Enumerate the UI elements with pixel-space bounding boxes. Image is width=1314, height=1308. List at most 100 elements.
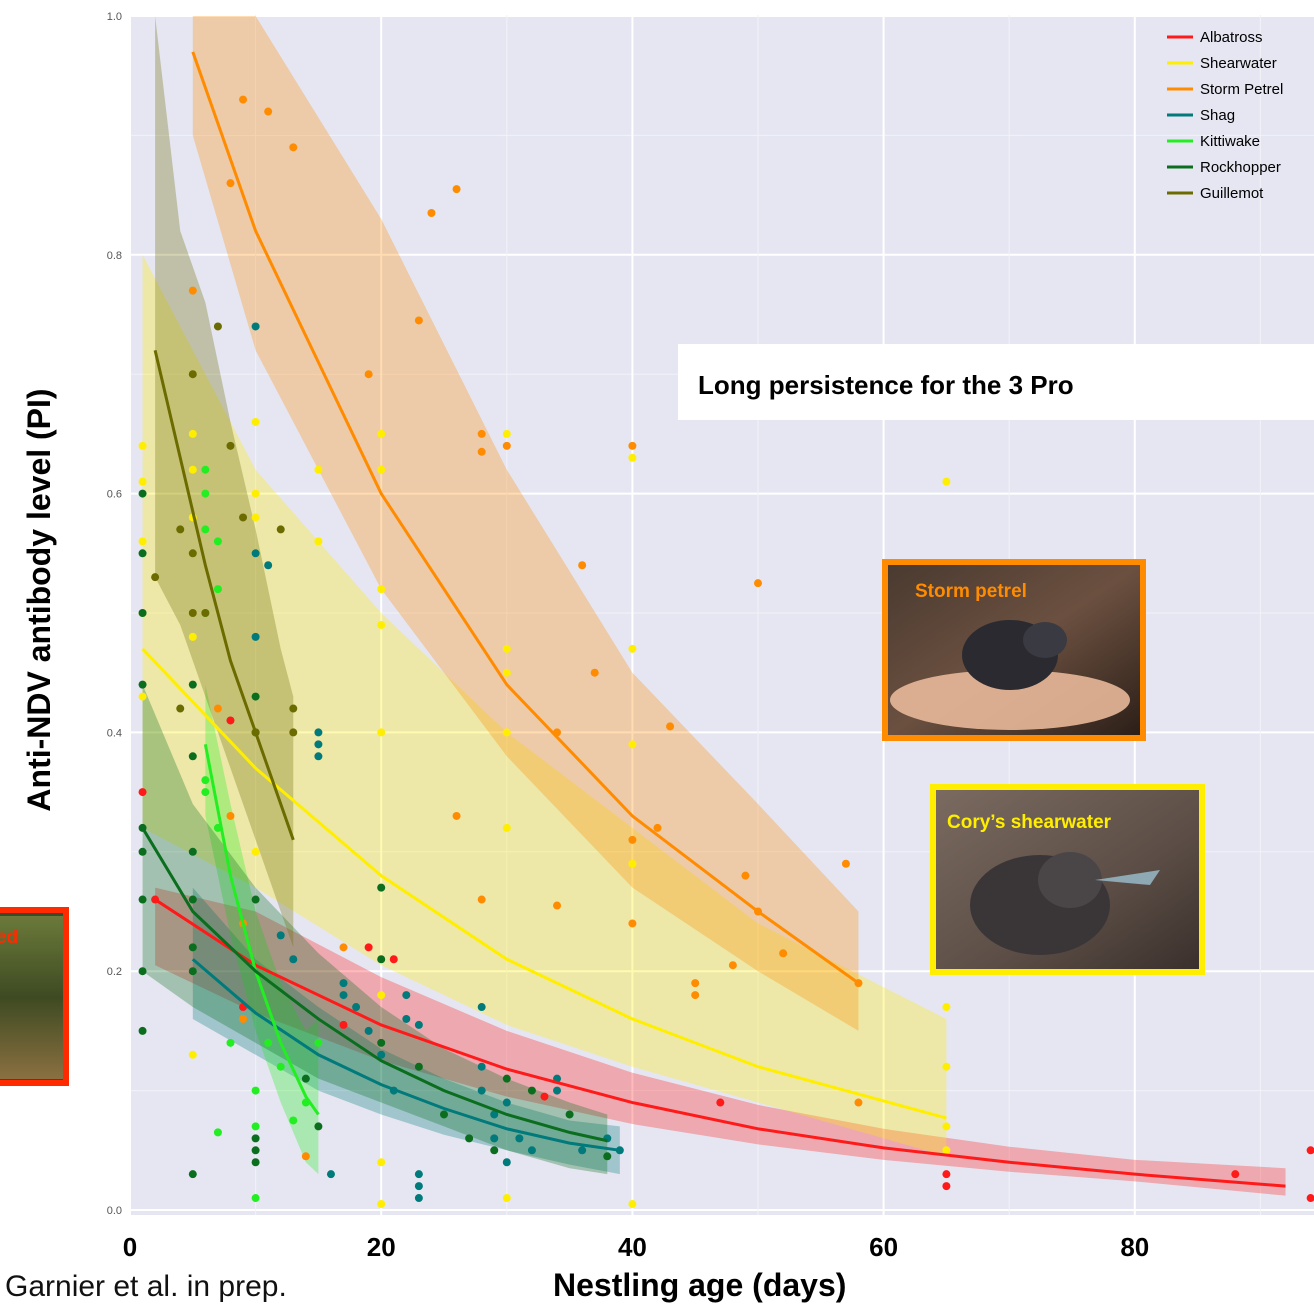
y-tick-label-5: 1.0: [107, 11, 122, 23]
point-rockhopper-15: [188, 1170, 197, 1179]
point-rockhopper-33: [314, 1122, 323, 1131]
point-guillemot-4: [201, 609, 210, 617]
point-storm-petrel-0: [239, 95, 248, 104]
x-tick-label-4: 80: [1120, 1232, 1149, 1262]
point-storm-petrel-32: [188, 286, 197, 295]
y-axis-title: Anti-NDV antibody level (PI): [21, 388, 57, 811]
point-rockhopper-14: [188, 967, 197, 976]
point-rockhopper-29: [502, 1074, 511, 1083]
point-rockhopper-7: [138, 967, 147, 976]
point-rockhopper-23: [377, 955, 386, 964]
point-shag-19: [414, 1194, 423, 1203]
point-storm-petrel-17: [653, 823, 662, 832]
x-tick-labels: 0 20 40 60 80: [123, 1232, 1149, 1262]
point-kittiwake-2: [201, 525, 210, 534]
point-shearwater-28: [502, 728, 511, 737]
legend-label-rockhopper: Rockhopper: [1200, 159, 1281, 176]
point-rockhopper-22: [377, 883, 386, 892]
x-tick-label-1: 20: [367, 1232, 396, 1262]
point-albatross-7: [1231, 1170, 1240, 1179]
point-albatross-14: [339, 1020, 348, 1029]
point-shearwater-14: [251, 847, 260, 856]
point-shearwater-29: [502, 823, 511, 832]
point-albatross-13: [138, 788, 147, 797]
point-storm-petrel-8: [477, 429, 486, 438]
point-shag-11: [364, 1026, 373, 1035]
point-shearwater-32: [628, 644, 637, 653]
point-kittiwake-5: [213, 585, 222, 594]
point-rockhopper-32: [603, 1152, 612, 1161]
point-storm-petrel-9: [477, 447, 486, 456]
point-kittiwake-14: [276, 1062, 285, 1071]
point-albatross-1: [364, 943, 373, 952]
point-shearwater-20: [377, 620, 386, 629]
point-shag-0: [251, 322, 260, 331]
band-shearwater: [142, 254, 947, 1157]
point-shag-27: [515, 1134, 524, 1143]
point-kittiwake-8: [201, 788, 210, 797]
point-shag-26: [502, 1098, 511, 1107]
point-albatross-2: [389, 955, 398, 964]
point-storm-petrel-38: [339, 943, 348, 952]
legend-label-shearwater: Shearwater: [1200, 55, 1277, 72]
point-storm-petrel-10: [502, 441, 511, 450]
point-shearwater-25: [502, 429, 511, 438]
point-shearwater-33: [628, 740, 637, 749]
point-shag-22: [477, 1086, 486, 1095]
point-rockhopper-26: [440, 1110, 448, 1119]
point-guillemot-0: [151, 573, 160, 582]
point-storm-petrel-23: [741, 871, 750, 880]
point-rockhopper-3: [138, 680, 147, 689]
point-rockhopper-13: [188, 943, 197, 952]
point-shag-5: [314, 740, 323, 749]
point-albatross-10: [1306, 1194, 1314, 1203]
point-shag-18: [414, 1182, 423, 1191]
y-tick-label-4: 0.8: [107, 250, 122, 262]
point-shag-15: [402, 991, 411, 1000]
legend-label-storm-petrel: Storm Petrel: [1200, 81, 1283, 98]
point-storm-petrel-29: [691, 991, 700, 1000]
point-shag-3: [264, 561, 273, 570]
point-shag-14: [402, 1014, 411, 1023]
data-points: [138, 95, 1314, 1209]
point-rockhopper-21: [251, 1158, 260, 1167]
point-shag-28: [527, 1146, 536, 1155]
point-shearwater-21: [377, 728, 386, 737]
point-shag-25: [502, 1158, 511, 1167]
y-tick-label-3: 0.6: [107, 489, 122, 501]
point-storm-petrel-31: [628, 835, 637, 844]
point-shearwater-35: [628, 1200, 637, 1209]
point-kittiwake-7: [201, 776, 210, 785]
fit-line-storm-petrel: [191, 51, 860, 985]
point-storm-petrel-18: [452, 811, 461, 820]
point-storm-petrel-19: [477, 895, 486, 904]
point-shearwater-6: [188, 465, 197, 474]
point-storm-petrel-12: [578, 561, 587, 570]
point-shearwater-12: [251, 513, 260, 522]
point-guillemot-9: [289, 728, 298, 737]
band-rockhopper: [142, 684, 608, 1175]
fit-line-albatross: [154, 898, 1286, 1188]
point-shag-8: [339, 979, 348, 988]
band-guillemot: [155, 16, 294, 948]
point-kittiwake-17: [314, 1038, 323, 1047]
point-kittiwake-15: [289, 1116, 298, 1125]
point-shag-6: [314, 752, 323, 761]
point-albatross-6: [942, 1170, 951, 1179]
point-shearwater-4: [138, 692, 147, 701]
point-guillemot-8: [289, 704, 298, 713]
point-shag-7: [326, 1170, 335, 1179]
legend-label-kittiwake: Kittiwake: [1200, 133, 1260, 150]
point-storm-petrel-30: [691, 979, 700, 988]
corys-shearwater-label: Cory’s shearwater: [947, 812, 1112, 833]
point-rockhopper-8: [138, 1026, 147, 1035]
x-tick-label-2: 40: [618, 1232, 647, 1262]
point-storm-petrel-1: [264, 107, 273, 116]
point-shearwater-27: [502, 668, 511, 677]
point-storm-petrel-13: [590, 668, 599, 677]
point-storm-petrel-14: [754, 579, 762, 588]
point-rockhopper-19: [251, 1134, 260, 1143]
x-axis-title: Nestling age (days): [553, 1267, 846, 1303]
point-storm-petrel-2: [289, 143, 298, 152]
